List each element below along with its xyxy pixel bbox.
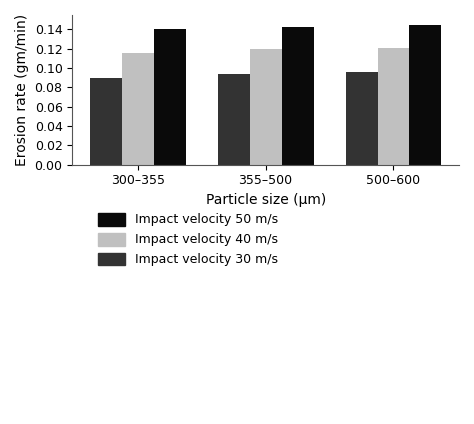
X-axis label: Particle size (μm): Particle size (μm): [206, 193, 326, 207]
Bar: [218, 74, 250, 165]
Y-axis label: Erosion rate (gm/min): Erosion rate (gm/min): [15, 14, 29, 166]
Bar: [90, 78, 122, 165]
Bar: [250, 49, 282, 165]
Bar: [346, 72, 377, 165]
Bar: [122, 53, 154, 165]
Bar: [282, 27, 314, 165]
Bar: [154, 30, 186, 165]
Legend: Impact velocity 50 m/s, Impact velocity 40 m/s, Impact velocity 30 m/s: Impact velocity 50 m/s, Impact velocity …: [98, 213, 279, 266]
Bar: [377, 48, 410, 165]
Bar: [410, 25, 441, 165]
